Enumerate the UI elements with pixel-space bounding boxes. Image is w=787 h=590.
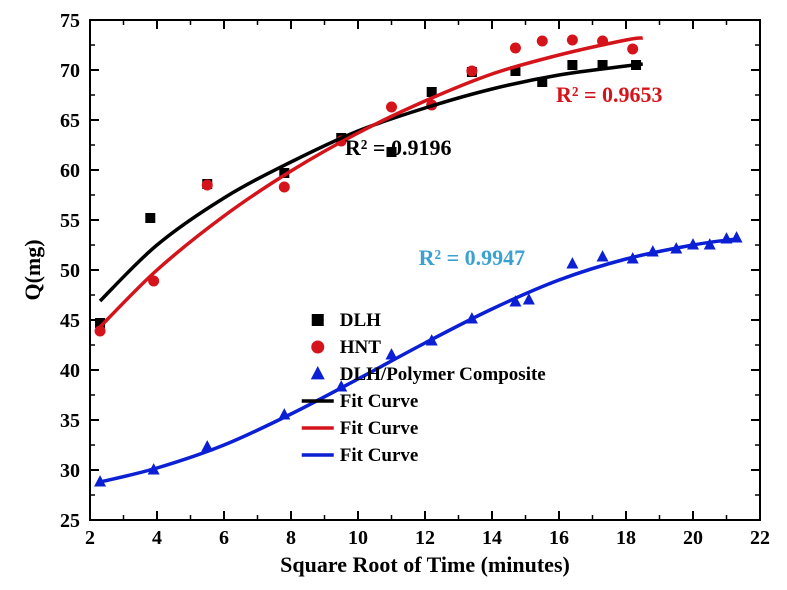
svg-text:DLH: DLH bbox=[340, 310, 381, 331]
svg-text:6: 6 bbox=[219, 527, 229, 549]
svg-text:10: 10 bbox=[348, 527, 368, 549]
svg-text:50: 50 bbox=[60, 260, 80, 282]
svg-text:DLH/Polymer Composite: DLH/Polymer Composite bbox=[340, 364, 546, 385]
svg-text:70: 70 bbox=[60, 60, 80, 82]
svg-text:12: 12 bbox=[415, 527, 435, 549]
svg-text:55: 55 bbox=[60, 210, 80, 232]
svg-text:HNT: HNT bbox=[340, 337, 382, 358]
svg-text:4: 4 bbox=[152, 527, 162, 549]
svg-text:25: 25 bbox=[60, 510, 80, 532]
svg-text:8: 8 bbox=[286, 527, 296, 549]
svg-text:16: 16 bbox=[549, 527, 569, 549]
chart-svg: 2 4 6 8 10 12 14 16 18 20 22 Square Root of Time (m… bbox=[0, 0, 787, 590]
svg-text:Square Root of Time (minutes): Square Root of Time (minutes) bbox=[280, 552, 570, 577]
svg-text:22: 22 bbox=[750, 527, 770, 549]
svg-text:Fit Curve: Fit Curve bbox=[340, 418, 419, 439]
svg-text:14: 14 bbox=[482, 527, 502, 549]
svg-text:45: 45 bbox=[60, 310, 80, 332]
svg-text:Fit Curve: Fit Curve bbox=[340, 391, 419, 412]
svg-text:2: 2 bbox=[85, 527, 95, 549]
svg-text:Fit Curve: Fit Curve bbox=[340, 445, 419, 466]
svg-text:75: 75 bbox=[60, 10, 80, 32]
r2-label-composite: R² = 0.9947 bbox=[419, 245, 526, 270]
r2-label-dlh: R² = 0.9196 bbox=[345, 135, 452, 160]
svg-text:65: 65 bbox=[60, 110, 80, 132]
svg-text:30: 30 bbox=[60, 460, 80, 482]
svg-text:18: 18 bbox=[616, 527, 636, 549]
r2-label-hnt: R² = 0.9653 bbox=[556, 82, 663, 107]
svg-text:35: 35 bbox=[60, 410, 80, 432]
svg-text:40: 40 bbox=[60, 360, 80, 382]
svg-text:60: 60 bbox=[60, 160, 80, 182]
svg-text:20: 20 bbox=[683, 527, 703, 549]
chart-container: 2 4 6 8 10 12 14 16 18 20 22 Square Root of Time (m… bbox=[0, 0, 787, 590]
svg-text:Q(mg): Q(mg) bbox=[20, 239, 45, 300]
